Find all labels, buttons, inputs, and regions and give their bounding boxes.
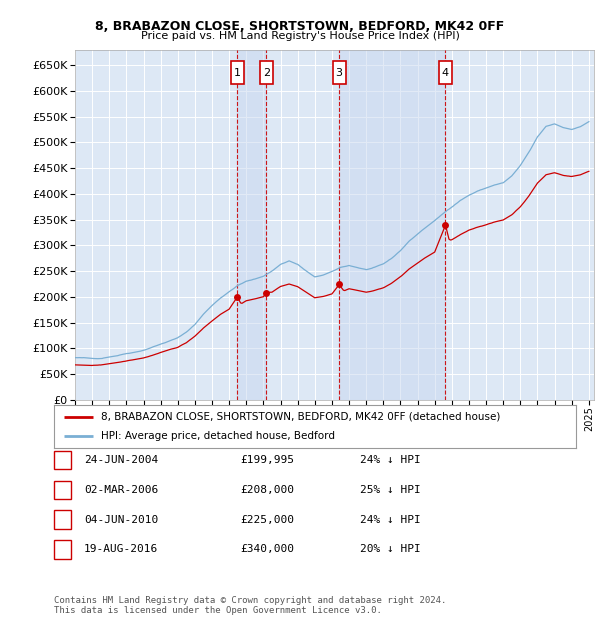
- Text: 4: 4: [442, 68, 449, 78]
- Text: £199,995: £199,995: [240, 455, 294, 465]
- Text: 19-AUG-2016: 19-AUG-2016: [84, 544, 158, 554]
- Text: 2: 2: [263, 68, 270, 78]
- Text: 4: 4: [59, 544, 66, 554]
- Bar: [439, 61, 452, 84]
- Text: 20% ↓ HPI: 20% ↓ HPI: [360, 544, 421, 554]
- Text: 8, BRABAZON CLOSE, SHORTSTOWN, BEDFORD, MK42 0FF: 8, BRABAZON CLOSE, SHORTSTOWN, BEDFORD, …: [95, 20, 505, 33]
- Text: 2: 2: [59, 485, 66, 495]
- Bar: [238, 50, 266, 400]
- Text: 1: 1: [59, 455, 66, 465]
- Text: 24-JUN-2004: 24-JUN-2004: [84, 455, 158, 465]
- Text: 1: 1: [234, 68, 241, 78]
- Bar: [332, 61, 346, 84]
- Text: 24% ↓ HPI: 24% ↓ HPI: [360, 515, 421, 525]
- Text: 24% ↓ HPI: 24% ↓ HPI: [360, 455, 421, 465]
- Text: £225,000: £225,000: [240, 515, 294, 525]
- Text: Contains HM Land Registry data © Crown copyright and database right 2024.
This d: Contains HM Land Registry data © Crown c…: [54, 596, 446, 615]
- Text: £340,000: £340,000: [240, 544, 294, 554]
- Bar: [260, 61, 273, 84]
- Text: Price paid vs. HM Land Registry's House Price Index (HPI): Price paid vs. HM Land Registry's House …: [140, 31, 460, 41]
- Text: £208,000: £208,000: [240, 485, 294, 495]
- Bar: [339, 50, 445, 400]
- Text: 02-MAR-2006: 02-MAR-2006: [84, 485, 158, 495]
- Text: 3: 3: [59, 515, 66, 525]
- Text: 3: 3: [335, 68, 343, 78]
- Text: 25% ↓ HPI: 25% ↓ HPI: [360, 485, 421, 495]
- Text: 8, BRABAZON CLOSE, SHORTSTOWN, BEDFORD, MK42 0FF (detached house): 8, BRABAZON CLOSE, SHORTSTOWN, BEDFORD, …: [101, 412, 500, 422]
- Text: 04-JUN-2010: 04-JUN-2010: [84, 515, 158, 525]
- Bar: [231, 61, 244, 84]
- Text: HPI: Average price, detached house, Bedford: HPI: Average price, detached house, Bedf…: [101, 432, 335, 441]
